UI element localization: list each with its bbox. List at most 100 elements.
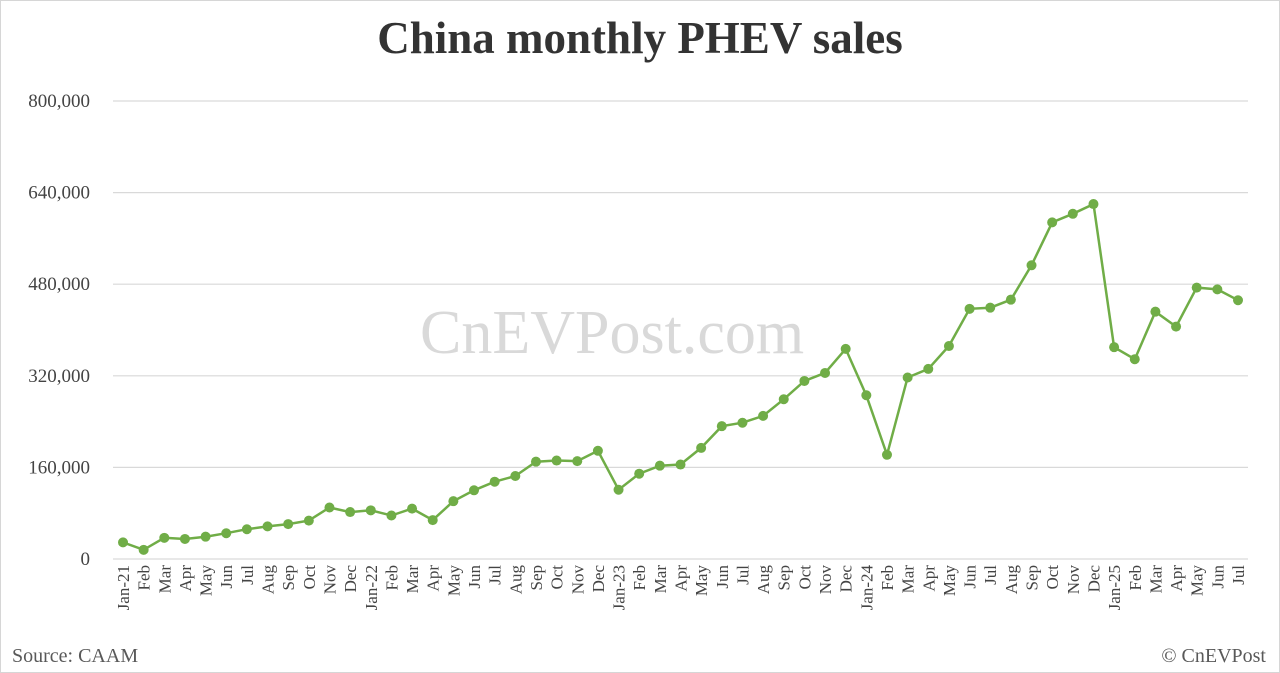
data-point: [407, 503, 418, 514]
data-point: [118, 537, 128, 548]
data-point: [1109, 342, 1120, 353]
data-point: [902, 372, 913, 383]
data-point: [1088, 199, 1099, 210]
x-tick-label: Feb: [878, 565, 897, 591]
data-point: [241, 524, 252, 535]
x-tick-label: May: [692, 565, 711, 597]
x-tick-label: May: [1188, 565, 1207, 597]
x-tick-label: Sep: [1023, 565, 1042, 591]
data-point: [613, 484, 624, 495]
x-tick-label: Aug: [754, 565, 773, 595]
x-axis: Jan-21 Feb Mar Apr May Jun Jul Aug Sep Oct Nov Dec J…: [114, 565, 1248, 611]
data-point: [530, 456, 541, 467]
data-point: [489, 476, 500, 487]
data-point: [572, 456, 583, 467]
data-point: [1129, 354, 1140, 365]
x-tick-label: Oct: [300, 565, 319, 590]
x-tick-label: Jul: [981, 565, 1000, 585]
data-point: [737, 417, 748, 428]
x-tick-label: Jul: [733, 565, 752, 585]
x-tick-label: Dec: [341, 565, 360, 593]
data-point: [510, 470, 521, 481]
data-point: [1150, 306, 1161, 317]
x-tick-label: Jun: [961, 565, 980, 589]
data-point: [964, 303, 975, 314]
data-point: [221, 528, 232, 539]
data-point: [881, 449, 892, 460]
data-point: [820, 367, 831, 378]
data-point: [654, 460, 665, 471]
x-tick-label: Aug: [506, 565, 525, 595]
data-point: [1067, 208, 1078, 219]
data-point: [262, 521, 273, 532]
x-tick-label: Jul: [1229, 565, 1248, 585]
data-point: [696, 442, 707, 453]
x-tick-label: Nov: [1064, 565, 1083, 595]
y-tick-label: 640,000: [28, 183, 90, 204]
x-tick-label: Oct: [795, 565, 814, 590]
data-point: [1233, 295, 1243, 306]
data-point: [758, 410, 769, 421]
x-tick-label: Jun: [713, 565, 732, 589]
x-tick-label: Apr: [672, 565, 691, 592]
data-point: [448, 496, 459, 507]
x-tick-label: May: [197, 565, 216, 597]
data-point: [675, 459, 686, 470]
x-tick-label: Sep: [775, 565, 794, 591]
x-tick-label: Apr: [1167, 565, 1186, 592]
data-point: [551, 455, 562, 466]
data-point: [324, 502, 335, 513]
data-point: [985, 302, 996, 313]
data-point: [427, 515, 438, 526]
data-point: [1191, 282, 1202, 293]
data-point: [303, 515, 314, 526]
data-point: [861, 390, 872, 401]
x-tick-label: Feb: [630, 565, 649, 591]
x-tick-label: Mar: [651, 565, 670, 594]
x-tick-label: Feb: [1126, 565, 1145, 591]
data-point: [634, 468, 645, 479]
data-point: [592, 445, 603, 456]
data-point: [943, 341, 954, 352]
x-tick-label: Jan-24: [857, 565, 876, 611]
data-point: [469, 485, 480, 496]
x-tick-label: Dec: [837, 565, 856, 593]
x-tick-label: Dec: [1084, 565, 1103, 593]
x-tick-label: Jan-21: [114, 565, 133, 610]
x-tick-label: Jan-22: [362, 565, 381, 610]
chart-title: China monthly PHEV sales: [377, 13, 903, 63]
x-tick-label: Nov: [568, 565, 587, 595]
x-tick-label: Jul: [238, 565, 257, 585]
x-tick-label: Nov: [816, 565, 835, 595]
x-tick-label: Nov: [320, 565, 339, 595]
x-tick-label: May: [444, 565, 463, 597]
data-point: [840, 343, 851, 354]
data-point: [1026, 260, 1037, 271]
x-tick-label: Apr: [176, 565, 195, 592]
x-tick-label: Jan-25: [1105, 565, 1124, 610]
data-point: [1047, 217, 1058, 228]
x-tick-label: Mar: [155, 565, 174, 594]
x-tick-label: Mar: [403, 565, 422, 594]
data-point: [283, 519, 294, 530]
data-point: [200, 531, 211, 542]
x-tick-label: Jun: [217, 565, 236, 589]
y-axis: 0 160,000 320,000 480,000 640,000 800,000: [28, 91, 90, 570]
x-tick-label: Oct: [548, 565, 567, 590]
data-point: [1212, 284, 1223, 295]
x-tick-label: Feb: [135, 565, 154, 591]
data-point: [923, 363, 934, 374]
y-tick-label: 160,000: [28, 457, 90, 478]
data-point: [1005, 294, 1016, 305]
data-point: [345, 507, 356, 518]
y-tick-label: 320,000: [28, 366, 90, 387]
x-tick-label: Aug: [259, 565, 278, 595]
x-tick-label: Apr: [919, 565, 938, 592]
y-tick-label: 800,000: [28, 91, 90, 112]
x-tick-label: Mar: [899, 565, 918, 594]
x-tick-label: Sep: [527, 565, 546, 591]
y-tick-label: 0: [81, 549, 91, 570]
source-note: Source: CAAM: [12, 645, 139, 667]
x-tick-label: May: [940, 565, 959, 597]
